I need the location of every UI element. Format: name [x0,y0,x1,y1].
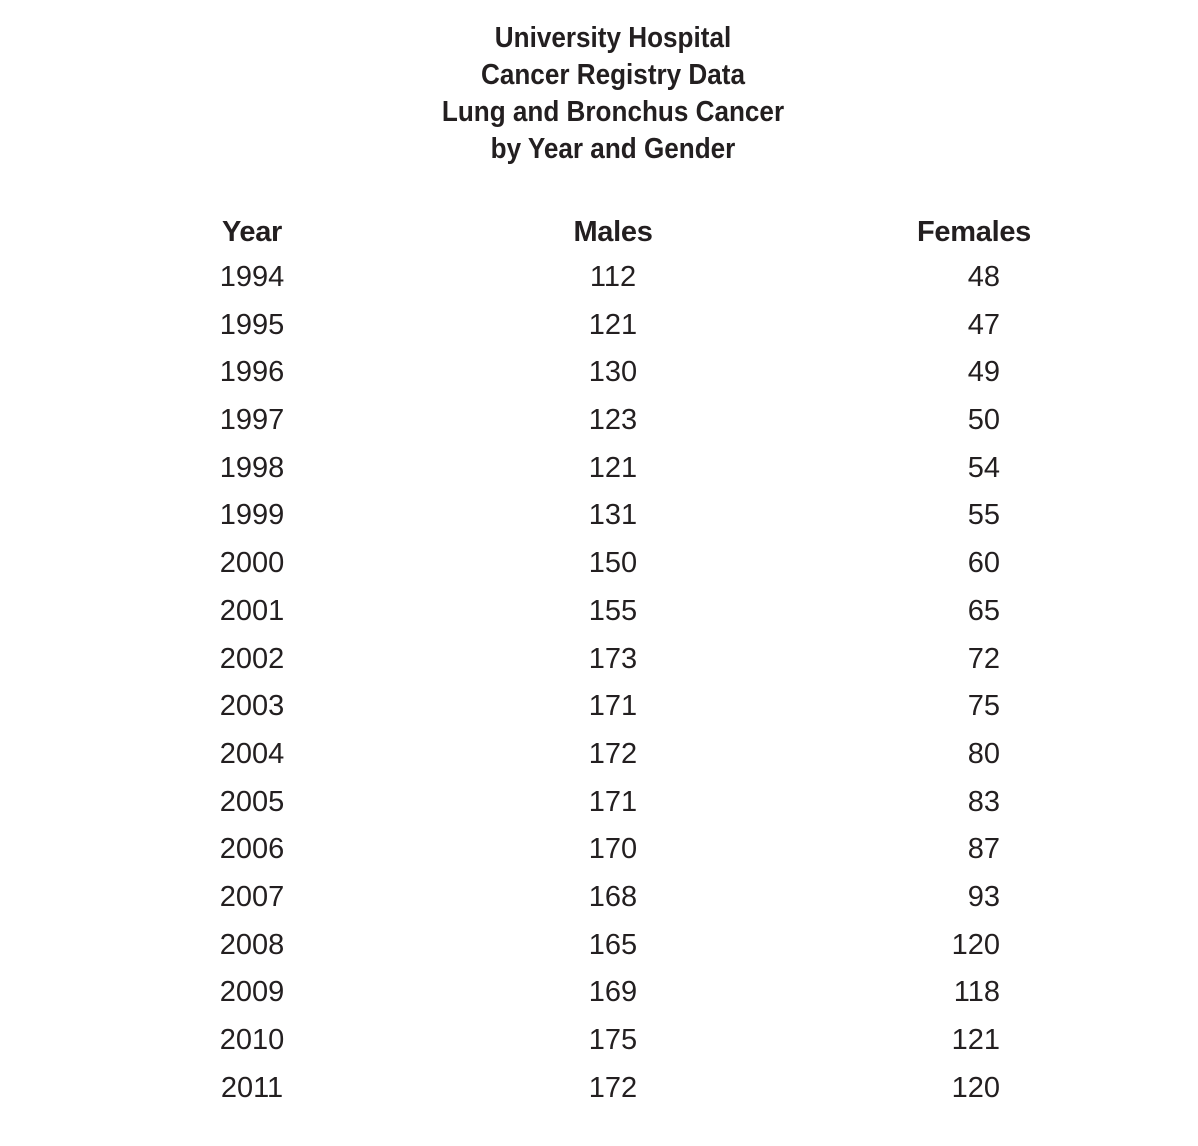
cell-year: 1998 [219,451,285,484]
table-row: 1998 121 54 [0,448,1198,496]
cell-year: 2010 [219,1024,285,1056]
cell-males: 175 [588,1024,638,1056]
table-row: 2000 150 60 [0,543,1198,591]
cell-females: 120 [951,1071,1000,1104]
table-row: 2002 173 72 [0,639,1198,687]
registry-table: Year Males Females 1994 112 48 1995 121 47 199… [0,212,1198,1115]
table-row: 1997 123 50 [0,400,1198,448]
cell-year: 2004 [219,737,285,770]
cell-year: 2006 [219,833,285,866]
table-row: 2008 165 120 [0,925,1198,973]
title-block: University Hospital Cancer Registry Data… [0,20,1198,168]
cell-year: 2002 [219,642,285,675]
cell-males: 121 [588,451,638,484]
cell-year: 2001 [219,594,285,627]
cell-year: 1994 [219,261,285,293]
cell-males: 130 [588,356,638,389]
cell-males: 150 [588,547,638,580]
cell-females: 48 [967,261,1000,293]
cell-year: 2005 [219,785,285,818]
cell-males: 173 [588,642,638,675]
cell-females: 49 [967,356,1000,389]
cell-males: 121 [588,308,638,341]
cell-females: 83 [967,785,1000,818]
cell-males: 131 [588,499,638,532]
cell-females: 72 [967,642,1000,675]
table-row: 2011 172 120 [0,1068,1198,1116]
cell-males: 112 [589,261,637,293]
table-row: 2005 171 83 [0,782,1198,830]
cell-females: 65 [967,594,1000,627]
cell-males: 123 [588,404,638,437]
cell-males: 170 [588,833,638,866]
title-line-4: by Year and Gender [490,133,736,165]
cell-year: 2008 [219,928,285,961]
cell-males: 169 [588,976,638,1009]
table-row: 2004 172 80 [0,734,1198,782]
cell-females: 120 [951,928,1000,961]
cell-year: 2003 [219,690,285,723]
header-year: Year [221,216,283,248]
cell-females: 87 [967,833,1000,866]
cell-year: 2007 [219,880,285,913]
cell-year: 2009 [219,976,285,1009]
cell-females: 60 [967,547,1000,580]
title-line-2: Cancer Registry Data [480,59,746,91]
cell-females: 93 [967,880,1000,913]
cell-males: 165 [588,928,638,961]
table-row: 2009 169 118 [0,972,1198,1020]
table-row: 2001 155 65 [0,591,1198,639]
cell-females: 47 [967,308,1000,341]
cell-females: 80 [967,737,1000,770]
cell-year: 2000 [219,547,285,580]
header-males: Males [573,216,653,248]
cell-males: 171 [588,690,638,723]
title-line-1: University Hospital [494,22,732,54]
table-row: 1994 112 48 [0,257,1198,305]
table-row: 1996 130 49 [0,352,1198,400]
cell-year: 1999 [219,499,285,532]
cell-females: 50 [967,404,1000,437]
title-line-3: Lung and Bronchus Cancer [441,96,785,128]
table-row: 2003 171 75 [0,686,1198,734]
table-header-row: Year Males Females [0,212,1198,257]
cell-year: 1996 [219,356,285,389]
cell-males: 172 [588,737,638,770]
cell-year: 1997 [219,404,285,437]
cell-year: 2011 [220,1071,284,1104]
table-row: 1995 121 47 [0,305,1198,353]
cell-females: 55 [967,499,1000,532]
cell-year: 1995 [219,308,285,341]
cell-males: 168 [588,880,638,913]
table-row: 2010 175 121 [0,1020,1198,1068]
cell-females: 75 [967,690,1000,723]
cell-males: 155 [588,594,638,627]
table-row: 2006 170 87 [0,829,1198,877]
table-body: 1994 112 48 1995 121 47 1996 130 49 1997 123 50 1998… [0,257,1198,1115]
table-row: 1999 131 55 [0,495,1198,543]
cell-females: 121 [951,1024,1000,1056]
cell-females: 118 [953,976,1000,1009]
cell-males: 172 [588,1071,638,1104]
cell-males: 171 [588,785,638,818]
cell-females: 54 [967,451,1000,484]
table-row: 2007 168 93 [0,877,1198,925]
header-females: Females [917,216,1031,248]
